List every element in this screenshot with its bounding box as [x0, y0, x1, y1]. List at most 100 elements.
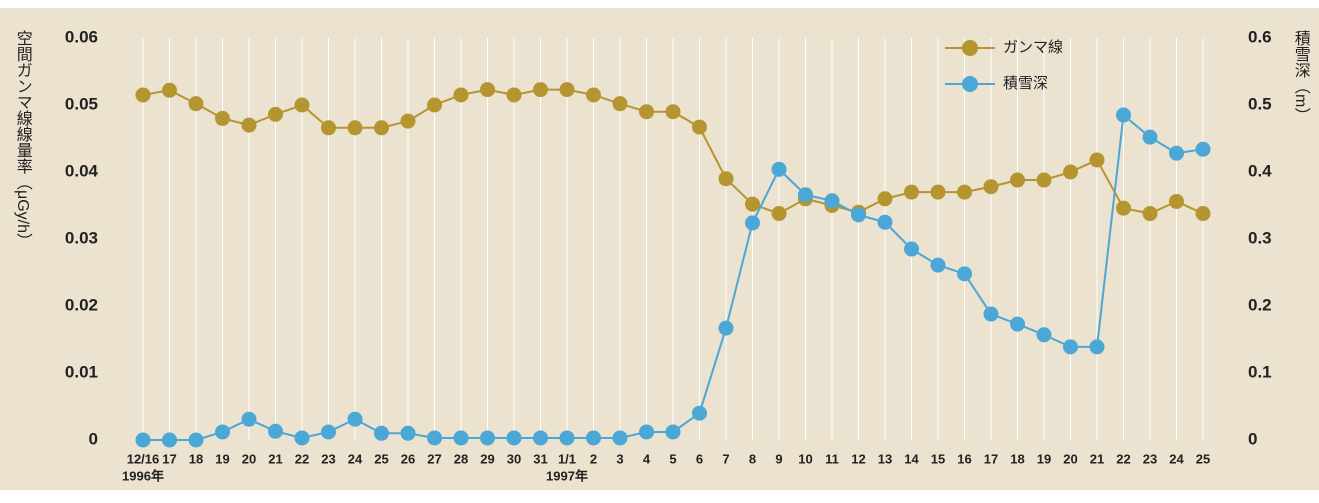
- x-tick-label: 23: [1143, 451, 1157, 466]
- x-tick-label: 21: [1090, 451, 1104, 466]
- data-point: [1063, 164, 1078, 180]
- data-point: [1195, 141, 1211, 157]
- data-point: [930, 257, 946, 273]
- x-tick-label: 11: [825, 451, 839, 466]
- y2-tick-label: 0.5: [1248, 94, 1272, 113]
- x-tick-label: 8: [749, 451, 756, 466]
- y-tick-label: 0.03: [65, 228, 98, 247]
- legend-marker: [962, 76, 978, 92]
- x-tick-label: 29: [480, 451, 494, 466]
- data-point: [771, 206, 787, 222]
- data-point: [1195, 206, 1211, 222]
- x-tick-label: 21: [268, 451, 282, 466]
- x-tick-label: 16: [957, 451, 971, 466]
- x-tick-label: 1/1: [558, 451, 576, 466]
- data-point: [877, 214, 893, 230]
- data-point: [692, 405, 707, 421]
- y2-tick-label: 0: [1248, 429, 1257, 448]
- data-point: [294, 97, 310, 113]
- data-point: [1089, 339, 1105, 355]
- y2-tick-label: 0.2: [1248, 295, 1272, 314]
- data-point: [957, 184, 972, 200]
- data-point: [453, 87, 469, 103]
- x-tick-label: 13: [878, 451, 892, 466]
- legend-label: 積雪深: [1003, 75, 1048, 92]
- x-tick-label: 24: [348, 451, 363, 466]
- data-point: [400, 425, 416, 441]
- data-point: [400, 113, 416, 129]
- x-tick-label: 18: [189, 451, 203, 466]
- data-point: [1036, 327, 1052, 343]
- data-point: [1169, 193, 1184, 209]
- x-tick-label: 6: [696, 451, 703, 466]
- data-point: [1036, 172, 1052, 188]
- x-tick-label: 24: [1169, 451, 1184, 466]
- x-tick-label: 18: [1010, 451, 1024, 466]
- x-tick-label: 7: [722, 451, 729, 466]
- y2-tick-label: 0.4: [1248, 161, 1272, 180]
- y-axis-label: 空間ガンマ線線量率（μGy/h）: [14, 30, 33, 249]
- y2-tick-label: 0.3: [1248, 228, 1272, 247]
- background: [0, 8, 1319, 490]
- data-point: [162, 82, 177, 98]
- x-tick-label: 30: [507, 451, 521, 466]
- data-point: [612, 96, 628, 112]
- legend-label: ガンマ線: [1003, 39, 1063, 56]
- x-tick-label: 25: [1196, 451, 1210, 466]
- data-point: [215, 110, 230, 126]
- data-point: [1089, 152, 1105, 168]
- y-tick-label: 0.01: [65, 362, 98, 381]
- data-point: [586, 87, 601, 103]
- data-point: [798, 187, 813, 203]
- data-point: [1010, 316, 1025, 332]
- data-point: [930, 184, 946, 200]
- data-point: [665, 104, 681, 120]
- data-point: [427, 430, 442, 446]
- data-point: [374, 120, 389, 136]
- x-tick-label: 25: [374, 451, 388, 466]
- x-tick-label: 17: [984, 451, 998, 466]
- data-point: [904, 241, 919, 257]
- x-tick-label: 27: [427, 451, 441, 466]
- x-tick-label: 4: [643, 451, 651, 466]
- data-point: [1142, 129, 1158, 145]
- data-point: [718, 320, 734, 336]
- data-point: [506, 87, 522, 103]
- data-point: [321, 120, 336, 136]
- data-point: [374, 425, 389, 441]
- data-point: [983, 306, 999, 322]
- x-tick-label: 31: [533, 451, 547, 466]
- data-point: [268, 423, 283, 439]
- y-tick-label: 0.02: [65, 295, 98, 314]
- data-point: [188, 96, 204, 112]
- data-point: [215, 424, 230, 440]
- data-point: [506, 430, 522, 446]
- x-tick-label: 22: [1116, 451, 1130, 466]
- data-point: [453, 430, 469, 446]
- data-point: [983, 179, 999, 195]
- x-tick-label: 15: [931, 451, 945, 466]
- data-point: [745, 215, 760, 231]
- x-tick-label: 19: [215, 451, 229, 466]
- x-tick-label: 20: [242, 451, 256, 466]
- x-tick-label: 10: [798, 451, 812, 466]
- data-point: [427, 97, 442, 113]
- data-point: [1010, 172, 1025, 188]
- data-point: [241, 117, 257, 133]
- data-point: [904, 184, 919, 200]
- y-tick-label: 0.06: [65, 27, 98, 46]
- y-tick-label: 0.05: [65, 94, 98, 113]
- x-tick-label: 14: [904, 451, 919, 466]
- y-tick-label: 0.04: [65, 161, 99, 180]
- data-point: [665, 424, 681, 440]
- data-point: [294, 430, 310, 446]
- data-point: [241, 411, 257, 427]
- data-point: [268, 106, 283, 122]
- data-point: [718, 171, 734, 187]
- data-point: [824, 193, 840, 209]
- data-point: [1116, 107, 1131, 123]
- y2-tick-label: 0.6: [1248, 27, 1272, 46]
- data-point: [135, 432, 151, 448]
- x-tick-label: 23: [321, 451, 335, 466]
